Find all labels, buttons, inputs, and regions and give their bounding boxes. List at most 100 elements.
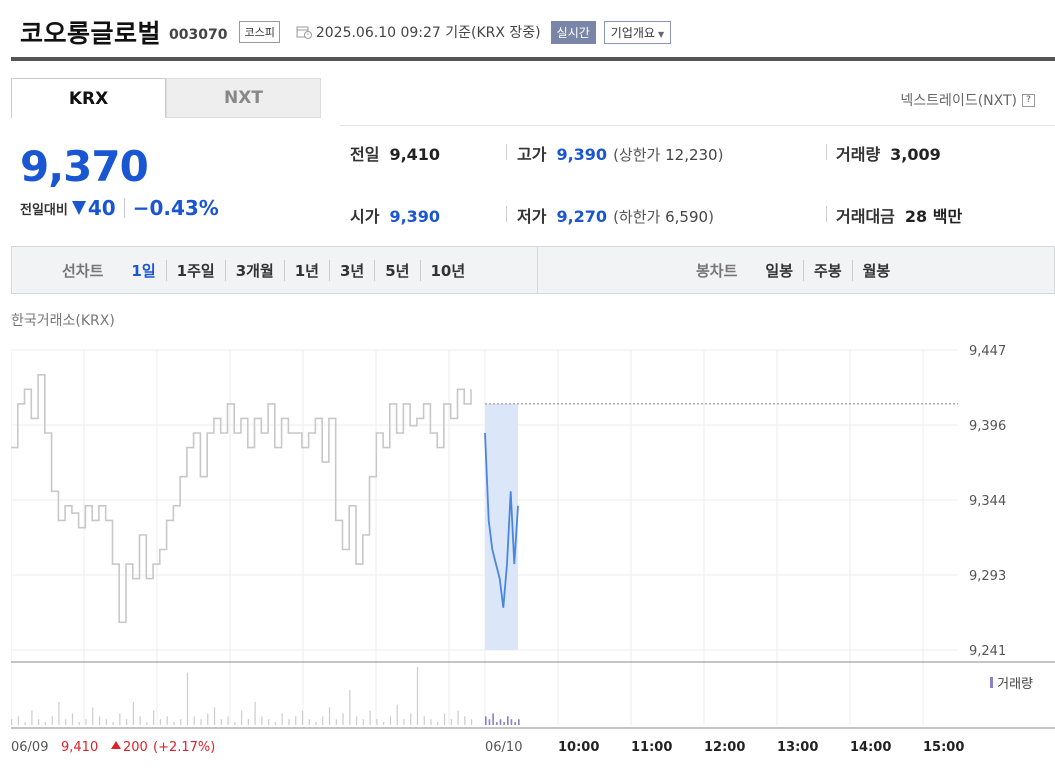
candle-daily[interactable]: 일봉 [765, 261, 794, 280]
caret-down-icon: ▼ [657, 29, 665, 39]
volume-bar-prev [146, 722, 148, 725]
limit-close-paren: ) [708, 208, 714, 226]
volume-bar-today [496, 722, 498, 725]
volume-bar-prev [153, 710, 155, 725]
tab-nxt[interactable]: NXT [166, 78, 321, 118]
divider [506, 206, 507, 222]
volume-bar-prev [437, 722, 439, 725]
volume-bar-prev [464, 716, 466, 725]
limit-value: 6,590 [665, 208, 709, 226]
volume-bar-prev [85, 719, 87, 725]
volume-bar-prev [335, 719, 337, 725]
lower-limit: (하한가 6,590) [613, 206, 714, 227]
volume-bar-prev [38, 719, 40, 725]
limit-close-paren: ) [717, 146, 724, 164]
x-tick-label: 13:00 [777, 740, 818, 755]
nextrade-link-label: 넥스트레이드(NXT) [900, 93, 1017, 109]
stat-label: 거래대금 [836, 207, 895, 226]
chart-period-bar: 선차트 1일 1주일 3개월 1년 3년 5년 10년 봉차트 일봉 주봉 월봉 [11, 246, 1055, 294]
stat-value: 9,410 [389, 145, 441, 164]
volume-bar-prev [11, 719, 13, 725]
volume-legend-label: 거래량 [997, 677, 1033, 692]
volume-bar-prev [308, 719, 310, 725]
volume-bar-prev [450, 719, 452, 725]
stat-label: 시가 [350, 207, 380, 226]
y-tick-label: 9,241 [969, 644, 1006, 659]
realtime-button[interactable]: 실시간 [550, 20, 596, 44]
stat-low: 저가 9,270 (하한가 6,590) [517, 203, 714, 227]
volume-bar-prev [207, 713, 209, 725]
header-divider [11, 57, 1055, 61]
today-price-line [484, 432, 519, 608]
line-chart-title: 선차트 [62, 261, 104, 280]
stat-prev-close: 전일 9,410 [350, 141, 440, 165]
volume-bar-prev [220, 719, 222, 725]
stock-code: 003070 [169, 27, 228, 43]
stat-value: 9,270 [556, 207, 608, 226]
current-price: 9,370 [20, 142, 149, 191]
stat-high: 고가 9,390 (상한가 12,230) [517, 141, 723, 165]
stock-name: 코오롱글로벌 [20, 19, 162, 48]
volume-bar-prev [119, 713, 121, 725]
prev-close-value: 9,410 [61, 740, 98, 755]
stat-label: 전일 [350, 145, 380, 164]
volume-bar-prev [65, 719, 67, 725]
volume-bar-prev [98, 716, 101, 725]
volume-bar-prev [58, 701, 60, 725]
exchange-tabs: KRX NXT [11, 78, 321, 118]
x-tick-label: 06/10 [485, 740, 522, 755]
volume-bar-prev [281, 713, 283, 725]
divider [537, 247, 538, 293]
volume-bar-prev [315, 722, 317, 725]
tab-krx[interactable]: KRX [11, 78, 166, 118]
volume-bar-prev [274, 722, 277, 725]
candle-monthly[interactable]: 월봉 [851, 259, 901, 281]
quote-datetime: 2025.06.10 09:27 기준(KRX 장중) [315, 25, 541, 41]
x-tick-label: 15:00 [923, 740, 964, 755]
volume-bar-prev [132, 701, 134, 725]
volume-bar-prev [78, 722, 80, 725]
volume-bar-prev [457, 710, 459, 725]
volume-bar-prev [213, 707, 216, 725]
prev-day-price-line [11, 374, 472, 624]
volume-bar-prev [471, 719, 473, 725]
stat-open: 시가 9,390 [350, 203, 440, 227]
company-info-dropdown[interactable]: 기업개요 ▼ [603, 20, 672, 44]
volume-bar-prev [193, 716, 195, 725]
period-1w[interactable]: 1주일 [165, 259, 225, 281]
period-5y[interactable]: 5년 [374, 259, 419, 281]
volume-bar-prev [24, 722, 26, 725]
stock-header: 코오롱글로벌 003070 코스피 2025.06.10 09:27 기준(KR… [20, 14, 672, 50]
volume-bar-prev [112, 722, 114, 725]
limit-value: 12,230 [665, 146, 718, 164]
volume-bar-today [488, 719, 491, 725]
volume-legend: 거래량 [990, 673, 1033, 692]
period-1y[interactable]: 1년 [283, 259, 329, 281]
x-tick-label: 12:00 [704, 740, 745, 755]
volume-bar-prev [295, 716, 297, 725]
stat-value: 9,390 [389, 207, 441, 226]
volume-bar-prev [410, 713, 412, 725]
price-stats: 전일 9,410 시가 9,390 고가 9,390 (상한가 12,230) … [340, 125, 1055, 240]
candle-weekly[interactable]: 주봉 [803, 259, 852, 281]
nextrade-link[interactable]: 넥스트레이드(NXT) ? [900, 90, 1035, 110]
period-3m[interactable]: 3개월 [224, 259, 284, 281]
volume-bar-prev [389, 716, 392, 725]
period-1d[interactable]: 1일 [131, 261, 156, 280]
y-tick-label: 9,293 [969, 569, 1006, 584]
volume-bar-prev [17, 716, 19, 725]
volume-bar-today [485, 716, 487, 725]
chart-source: 한국거래소(KRX) [11, 313, 115, 329]
volume-bar-prev [247, 719, 249, 725]
candle-chart-title: 봉차트 [696, 261, 738, 280]
volume-bar-prev [200, 719, 202, 725]
down-triangle-icon [71, 201, 86, 215]
period-10y[interactable]: 10년 [419, 259, 476, 281]
x-tick-label: 11:00 [631, 740, 672, 755]
stat-value: 9,390 [556, 145, 608, 164]
volume-bar-prev [376, 719, 378, 725]
y-tick-label: 9,447 [969, 344, 1006, 359]
volume-bar-prev [261, 716, 263, 725]
period-3y[interactable]: 3년 [329, 259, 374, 281]
help-icon[interactable]: ? [1022, 93, 1035, 107]
